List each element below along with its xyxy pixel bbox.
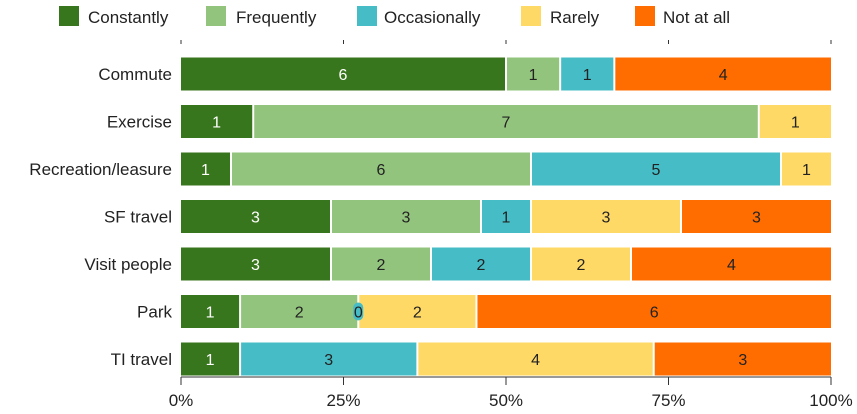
bar-sf-travel-not-at-all	[682, 200, 831, 233]
bar-label-commute-not-at-all: 4	[719, 67, 728, 84]
bar-label-exercise-frequently: 7	[502, 115, 511, 132]
bar-label-sf-travel-not-at-all: 3	[752, 210, 761, 227]
bar-visit-people-frequently	[332, 247, 430, 281]
legend-label-occasionally: Occasionally	[384, 8, 481, 27]
bar-recreation-leasure-rarely	[782, 152, 831, 186]
bar-commute-not-at-all	[615, 57, 831, 91]
bar-recreation-leasure-occasionally	[532, 152, 780, 186]
bar-ti-travel-rarely	[418, 342, 653, 376]
bar-commute-occasionally	[561, 57, 614, 91]
bar-label-exercise-rarely: 1	[791, 115, 800, 132]
category-label-visit-people: Visit people	[84, 255, 172, 274]
value-axis: 0% 25% 50% 75% 100%	[169, 40, 853, 410]
bar-label-sf-travel-frequently: 3	[402, 210, 411, 227]
bar-label-recreation-leasure-frequently: 6	[377, 162, 386, 179]
bar-ti-travel-occasionally	[241, 342, 417, 376]
bar-label-sf-travel-constantly: 3	[251, 210, 260, 227]
bar-park-not-at-all	[477, 295, 831, 328]
tick-label-25: 25%	[326, 391, 360, 410]
bar-label-ti-travel-occasionally: 3	[324, 352, 333, 369]
bar-label-visit-people-occasionally: 2	[477, 257, 486, 274]
category-label-commute: Commute	[98, 65, 172, 84]
legend-swatch-rarely	[521, 6, 541, 26]
bar-label-park-rarely: 2	[413, 305, 422, 322]
category-axis: Commute Exercise Recreation/leasure SF trav…	[29, 65, 172, 369]
category-label-park: Park	[137, 303, 172, 322]
category-label-ti-travel: TI travel	[111, 350, 172, 369]
bar-label-recreation-leasure-occasionally: 5	[652, 162, 661, 179]
bar-sf-travel-occasionally	[482, 200, 530, 233]
bar-label-commute-constantly: 6	[339, 67, 348, 84]
bar-label-park-constantly: 1	[206, 305, 215, 322]
bar-recreation-leasure-frequently	[232, 152, 530, 186]
legend-label-rarely: Rarely	[550, 8, 600, 27]
bar-label-commute-frequently: 1	[529, 67, 538, 84]
bar-label-park-occasionally: 0	[354, 305, 363, 322]
bar-commute-constantly	[181, 57, 505, 91]
bar-visit-people-occasionally	[432, 247, 530, 281]
bar-ti-travel-not-at-all	[654, 342, 831, 376]
bar-label-sf-travel-rarely: 3	[602, 210, 611, 227]
chart-bars: 6 1 1 4 1 7 1 1 6 5 1 3 3 1 3 3 3 2 2 2 4 1 2 2 6 0 1 3 4 3	[181, 57, 831, 376]
bar-commute-frequently	[507, 57, 560, 91]
bar-park-frequently	[241, 295, 358, 328]
bar-park-constantly	[181, 295, 240, 328]
legend-swatch-occasionally	[357, 6, 377, 26]
bar-sf-travel-frequently	[332, 200, 480, 233]
bar-label-ti-travel-rarely: 4	[531, 352, 540, 369]
category-label-sf-travel: SF travel	[104, 208, 172, 227]
legend-label-not-at-all: Not at all	[663, 8, 730, 27]
category-label-exercise: Exercise	[107, 113, 172, 132]
bar-label-recreation-leasure-rarely: 1	[802, 162, 811, 179]
bar-label-park-frequently: 2	[295, 305, 304, 322]
bar-recreation-leasure-constantly	[181, 152, 230, 186]
tick-label-75: 75%	[651, 391, 685, 410]
bar-park-rarely	[359, 295, 476, 328]
tick-label-100: 100%	[809, 391, 852, 410]
legend-swatch-constantly	[59, 6, 79, 26]
bar-label-visit-people-not-at-all: 4	[727, 257, 736, 274]
bar-label-park-not-at-all: 6	[650, 305, 659, 322]
bar-visit-people-rarely	[532, 247, 630, 281]
bar-exercise-rarely	[759, 105, 831, 138]
bar-label-visit-people-frequently: 2	[377, 257, 386, 274]
tick-label-0: 0%	[169, 391, 194, 410]
legend-label-constantly: Constantly	[88, 8, 169, 27]
bar-visit-people-not-at-all	[632, 247, 831, 281]
bar-label-visit-people-rarely: 2	[577, 257, 586, 274]
bar-label-ti-travel-constantly: 1	[206, 352, 215, 369]
bar-sf-travel-rarely	[532, 200, 680, 233]
bar-exercise-frequently	[254, 105, 758, 138]
bar-sf-travel-constantly	[181, 200, 330, 233]
category-label-recreation-leasure: Recreation/leasure	[29, 160, 172, 179]
tick-label-50: 50%	[489, 391, 523, 410]
bar-label-sf-travel-occasionally: 1	[502, 210, 511, 227]
legend-swatch-frequently	[206, 6, 226, 26]
bar-label-commute-occasionally: 1	[583, 67, 592, 84]
chart-legend: Constantly Frequently Occasionally Rarely No…	[59, 6, 730, 27]
legend-swatch-not-at-all	[635, 6, 655, 26]
bar-visit-people-constantly	[181, 247, 330, 281]
bar-label-ti-travel-not-at-all: 3	[738, 352, 747, 369]
bar-exercise-constantly	[181, 105, 253, 138]
bar-park-occasionally-zero	[353, 302, 364, 321]
bar-label-recreation-leasure-constantly: 1	[201, 162, 210, 179]
bar-label-visit-people-constantly: 3	[251, 257, 260, 274]
bar-ti-travel-constantly	[181, 342, 240, 376]
legend-label-frequently: Frequently	[236, 8, 317, 27]
bar-label-exercise-constantly: 1	[212, 115, 221, 132]
